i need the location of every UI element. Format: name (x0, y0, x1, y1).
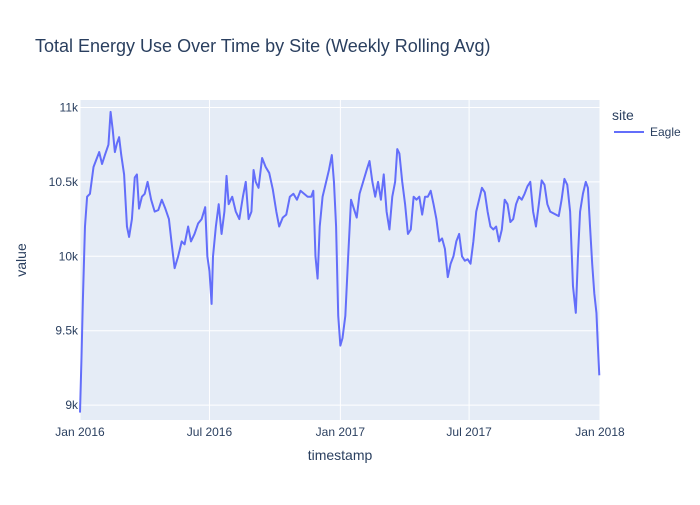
x-tick-label: Jan 2016 (55, 425, 105, 439)
y-axis-ticks: 9k 9.5k 10k 10.5k 11k (49, 100, 79, 412)
legend-items: Eagle (614, 125, 681, 139)
legend-item[interactable]: Eagle (614, 125, 681, 139)
x-tick-label: Jan 2017 (316, 425, 366, 439)
y-tick-label: 9.5k (55, 324, 79, 338)
series-layer (79, 110, 601, 413)
y-tick-label: 10.5k (49, 175, 79, 189)
x-axis-ticks: Jan 2016 Jul 2016 Jan 2017 Jul 2017 Jan 2018 (55, 425, 625, 439)
grid-lines (79, 100, 601, 420)
x-tick-label: Jul 2016 (187, 425, 233, 439)
y-tick-label: 10k (59, 249, 79, 263)
legend-title: site (612, 107, 634, 123)
y-tick-label: 11k (60, 100, 79, 114)
x-axis-label: timestamp (308, 447, 373, 463)
y-tick-label: 9k (65, 398, 79, 412)
legend-label: Eagle (650, 125, 681, 139)
y-axis-label: value (13, 243, 29, 277)
chart-title: Total Energy Use Over Time by Site (Week… (35, 36, 491, 56)
legend: site Eagle (612, 107, 681, 139)
x-tick-label: Jan 2018 (575, 425, 625, 439)
series-line-eagle[interactable] (79, 110, 601, 413)
x-tick-label: Jul 2017 (446, 425, 492, 439)
